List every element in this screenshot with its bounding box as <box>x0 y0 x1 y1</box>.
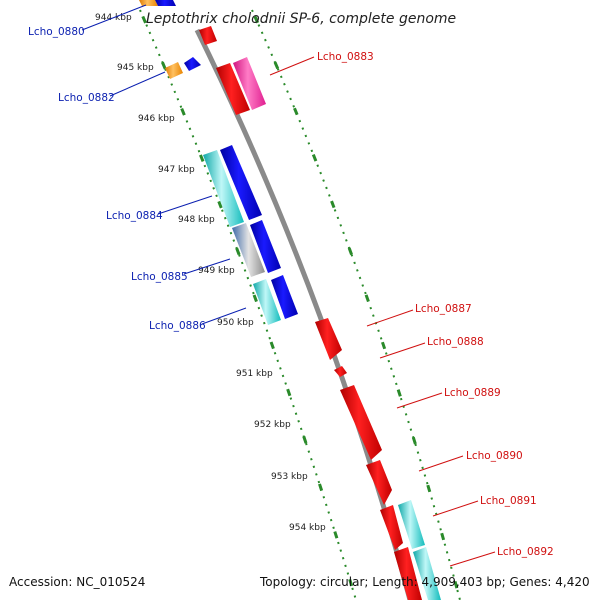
topology-text: Topology: circular; Length: 4,909,403 bp… <box>259 575 590 589</box>
gene-forward[interactable] <box>184 57 201 71</box>
tick-mark <box>426 484 432 493</box>
accession-text: Accession: NC_010524 <box>9 575 145 589</box>
tick-mark <box>141 15 147 24</box>
gene-lcho-0889[interactable] <box>340 385 382 460</box>
gene-lcho-0892-b[interactable] <box>413 547 441 600</box>
tick-mark <box>161 61 167 70</box>
gene-lcho-0890[interactable] <box>366 460 392 505</box>
tick-mark <box>269 341 275 350</box>
gene-lcho-0892-a[interactable] <box>394 547 422 600</box>
tick-mark <box>347 247 353 255</box>
reverse-strand-genes <box>216 57 441 600</box>
gene-lcho-0883-b[interactable] <box>233 57 266 110</box>
gene-label[interactable]: Lcho_0892 <box>497 546 554 558</box>
gene-label[interactable]: Lcho_0884 <box>106 210 163 222</box>
tick-mark <box>253 15 260 24</box>
tick-rails <box>139 9 461 600</box>
tick-mark <box>293 107 299 116</box>
tick-label: 948 kbp <box>178 215 215 225</box>
tick-label: 949 kbp <box>198 266 235 276</box>
gene-lcho-0891-a[interactable] <box>380 505 403 550</box>
tick-mark <box>330 200 336 209</box>
tick-mark <box>396 389 402 397</box>
tick-mark <box>333 531 339 539</box>
tick-mark <box>411 436 417 445</box>
gene-lcho-0885-b[interactable] <box>250 220 281 273</box>
tick-label: 953 kbp <box>271 472 308 482</box>
gene-lcho-0886-a[interactable] <box>253 279 281 325</box>
tick-label: 946 kbp <box>138 114 175 124</box>
gene-label[interactable]: Lcho_0890 <box>466 450 523 462</box>
gene-label[interactable]: Lcho_0888 <box>427 336 484 348</box>
tick-mark <box>348 578 354 587</box>
gene-label[interactable]: Lcho_0886 <box>149 320 206 332</box>
gene-label[interactable]: Lcho_0885 <box>131 271 188 283</box>
gene-lcho-0891-b[interactable] <box>398 500 425 549</box>
tick-mark <box>235 247 241 256</box>
gene-forward[interactable] <box>165 62 183 79</box>
tick-label: 952 kbp <box>254 420 291 430</box>
tick-mark <box>381 341 387 350</box>
gene-labels-right: Lcho_0883 Lcho_0887 Lcho_0888 Lcho_0889 … <box>269 51 554 567</box>
tick-mark <box>311 153 318 162</box>
gene-forward[interactable] <box>199 26 217 45</box>
gene-lcho-0884-b[interactable] <box>220 145 262 220</box>
gene-lcho-0885[interactable] <box>232 223 265 277</box>
tick-mark <box>440 532 446 541</box>
gene-label[interactable]: Lcho_0887 <box>415 303 472 315</box>
tick-rail-outer <box>251 9 461 600</box>
gene-label[interactable]: Lcho_0882 <box>58 92 115 104</box>
tick-mark <box>286 388 292 397</box>
gene-label[interactable]: Lcho_0883 <box>317 51 374 63</box>
gene-lcho-0888[interactable] <box>334 366 347 377</box>
tick-label: 951 kbp <box>236 369 273 379</box>
gene-lcho-0887[interactable] <box>315 318 342 360</box>
genome-title: Leptothrix cholodnii SP-6, complete geno… <box>146 11 456 27</box>
genome-backbone <box>194 28 413 600</box>
gene-forward[interactable] <box>155 0 176 6</box>
gene-label[interactable]: Lcho_0889 <box>444 387 501 399</box>
tick-mark <box>199 154 205 162</box>
gene-lcho-0886-b[interactable] <box>271 275 298 319</box>
tick-mark <box>364 294 370 303</box>
forward-strand-genes <box>139 0 298 325</box>
tick-mark <box>252 294 258 303</box>
tick-labels: 944 kbp 945 kbp 946 kbp 947 kbp 948 kbp … <box>95 13 326 533</box>
tick-mark <box>302 436 308 444</box>
tick-label: 945 kbp <box>117 63 154 73</box>
gene-forward[interactable] <box>139 0 158 6</box>
tick-mark <box>217 200 223 209</box>
tick-mark <box>453 580 459 589</box>
tick-label: 950 kbp <box>217 318 254 328</box>
tick-label: 954 kbp <box>289 523 326 533</box>
gene-label[interactable]: Lcho_0880 <box>28 26 85 38</box>
tick-label: 947 kbp <box>158 165 195 175</box>
gene-lcho-0884-a[interactable] <box>203 150 244 227</box>
tick-mark <box>273 61 280 70</box>
gene-labels-left: Lcho_0880 Lcho_0882 Lcho_0884 Lcho_0885 … <box>28 4 247 332</box>
gene-label[interactable]: Lcho_0891 <box>480 495 537 507</box>
gene-lcho-0883-a[interactable] <box>216 63 250 115</box>
tick-mark <box>180 107 186 116</box>
tick-rail-inner <box>139 9 357 600</box>
tick-mark <box>318 483 324 492</box>
